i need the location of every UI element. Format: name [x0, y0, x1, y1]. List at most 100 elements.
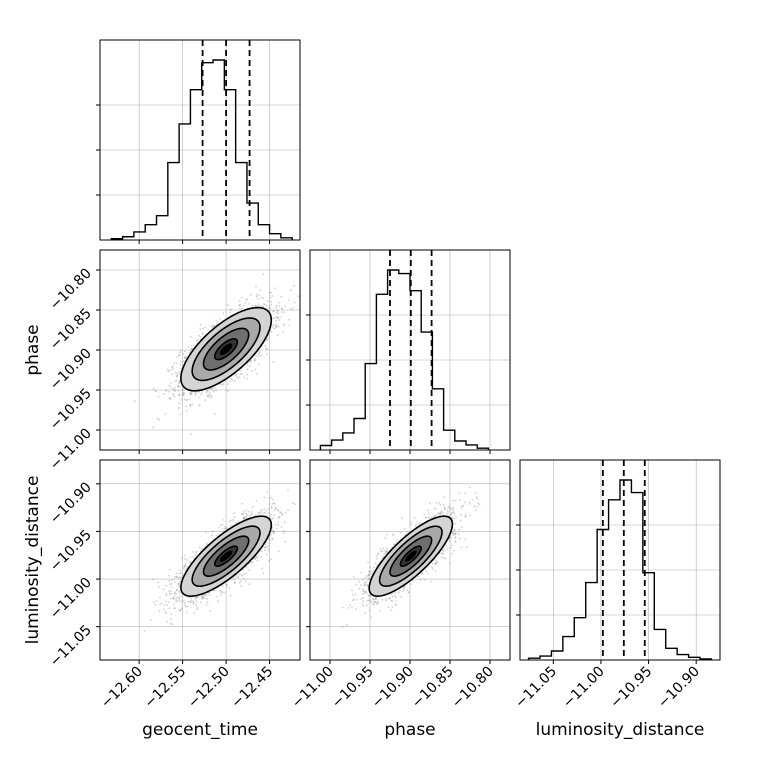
sample-point [240, 296, 243, 299]
sample-point [262, 305, 264, 308]
sample-point [270, 507, 273, 509]
sample-point [182, 393, 185, 395]
sample-point [177, 576, 180, 579]
sample-point [165, 594, 168, 597]
sample-point [178, 609, 181, 612]
sample-point [263, 545, 265, 548]
sample-point [243, 518, 246, 520]
sample-point [275, 306, 277, 309]
sample-point [211, 534, 214, 537]
sample-point [207, 328, 209, 331]
sample-point [190, 597, 193, 600]
sample-point [198, 404, 201, 407]
sample-point [169, 597, 172, 600]
sample-point [181, 573, 184, 576]
sample-point [241, 513, 244, 515]
sample-point [280, 308, 283, 310]
sample-point [257, 355, 260, 358]
sample-point [269, 291, 271, 293]
sample-point [229, 308, 232, 310]
sample-point [272, 532, 275, 534]
sample-point [179, 351, 182, 354]
sample-point [213, 413, 216, 415]
sample-point [133, 400, 136, 402]
sample-point [225, 585, 228, 588]
sample-point [175, 575, 178, 578]
sample-point [284, 511, 287, 514]
sample-point [165, 584, 168, 587]
sample-point [277, 325, 280, 328]
sample-point [239, 303, 242, 306]
sample-point [260, 512, 263, 514]
sample-point [158, 585, 161, 588]
sample-point [201, 392, 203, 394]
sample-point [271, 526, 274, 529]
sample-point [178, 582, 180, 585]
sample-point [270, 496, 273, 499]
sample-point [187, 600, 190, 603]
sample-point [273, 327, 276, 330]
sample-point [184, 605, 187, 608]
sample-point [185, 410, 188, 412]
sample-point [165, 612, 168, 614]
sample-point [154, 603, 157, 606]
sample-point [188, 351, 191, 354]
sample-point [162, 588, 165, 591]
sample-point [254, 359, 256, 362]
sample-point [259, 305, 261, 307]
sample-point [290, 289, 292, 292]
sample-point [271, 538, 274, 540]
histogram-panel-phase [306, 249, 511, 454]
sample-point [186, 605, 189, 608]
sample-point [149, 619, 152, 621]
sample-point [269, 300, 271, 302]
sample-point [267, 511, 270, 514]
sample-point [173, 576, 176, 578]
sample-point [170, 386, 172, 389]
sample-point [229, 520, 231, 523]
sample-point [244, 302, 247, 304]
sample-point [238, 304, 241, 307]
sample-point [248, 569, 251, 571]
sample-point [284, 540, 286, 543]
sample-point [193, 557, 195, 560]
sample-point [194, 553, 197, 556]
sample-point [280, 295, 282, 298]
sample-point [275, 527, 278, 530]
sample-point [170, 618, 173, 621]
sample-point [273, 514, 275, 517]
sample-point [292, 502, 294, 505]
sample-point [204, 593, 207, 596]
sample-point [168, 607, 171, 610]
sample-point [182, 599, 185, 602]
sample-point [180, 360, 182, 363]
sample-point [166, 604, 169, 607]
sample-point [184, 562, 187, 565]
sample-point [177, 389, 180, 392]
sample-point [156, 417, 159, 420]
sample-point [249, 361, 252, 363]
sample-point [283, 323, 286, 325]
sample-point [258, 363, 260, 366]
sample-point [177, 384, 180, 387]
sample-point [246, 364, 249, 366]
sample-point [218, 526, 221, 529]
sample-point [255, 295, 258, 298]
sample-point [243, 516, 246, 519]
sample-point [274, 506, 277, 509]
sample-point [221, 585, 224, 587]
sample-point [249, 294, 252, 296]
sample-point [267, 307, 270, 310]
sample-point [180, 367, 183, 370]
sample-point [167, 368, 169, 371]
sample-point [165, 600, 167, 603]
sample-point [200, 595, 203, 598]
sample-point [266, 509, 268, 512]
sample-point [264, 543, 267, 546]
sample-point [176, 356, 178, 358]
sample-point [287, 318, 290, 321]
sample-point [251, 370, 253, 372]
sample-point [277, 516, 280, 519]
sample-point [175, 600, 178, 603]
sample-point [275, 324, 277, 326]
